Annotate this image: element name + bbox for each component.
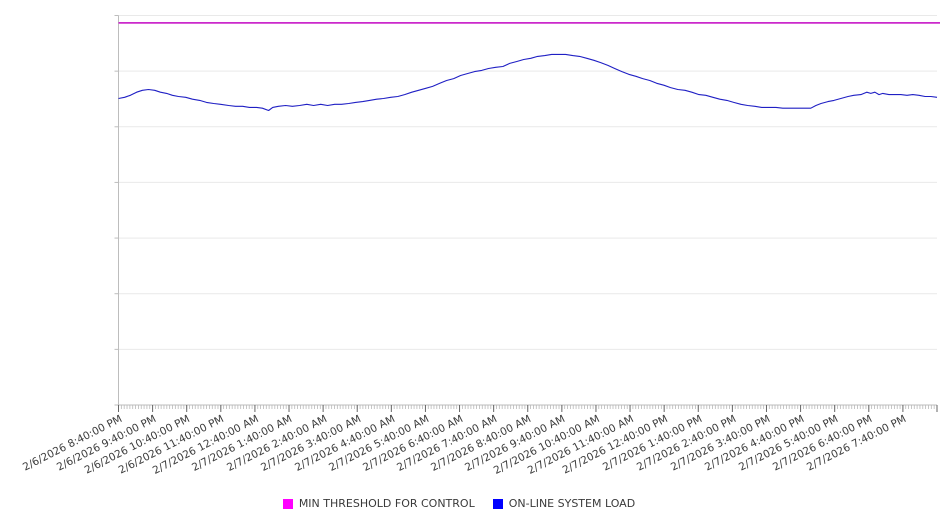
gridlines — [118, 15, 937, 406]
x-axis-label: 2/7/2026 6:40:00 AM — [361, 413, 465, 474]
x-axis-label: 2/7/2026 7:40:00 AM — [395, 413, 500, 474]
legend-label-min-threshold: MIN THRESHOLD FOR CONTROL — [298, 497, 475, 510]
online-load-swatch-icon — [492, 498, 503, 509]
load-line — [118, 53, 938, 112]
x-axis-label: 2/7/2026 5:40:00 PM — [736, 413, 841, 474]
x-axis-label: 2/6/2026 9:40:00 PM — [54, 413, 159, 474]
x-axis-label: 2/7/2026 9:40:00 AM — [463, 413, 568, 474]
legend: MIN THRESHOLD FOR CONTROL ON-LINE SYSTEM… — [0, 497, 932, 510]
x-axis-label: 2/7/2026 4:40:00 PM — [702, 413, 807, 474]
axes — [114, 15, 119, 406]
x-axis-label: 2/7/2026 11:40:00 AM — [525, 413, 636, 477]
x-axis-label: 2/7/2026 2:40:00 PM — [634, 413, 738, 474]
min-threshold-swatch-icon — [282, 498, 293, 509]
load-chart-canvas — [114, 15, 940, 412]
x-axis-label: 2/7/2026 2:40:00 AM — [224, 413, 329, 474]
x-axis-label: 2/7/2026 3:40:00 AM — [258, 413, 363, 474]
legend-item-min-threshold: MIN THRESHOLD FOR CONTROL — [282, 497, 475, 510]
x-axis-label: 2/7/2026 5:40:00 AM — [326, 413, 431, 474]
x-axis-ticks — [118, 405, 938, 412]
x-axis-label: 2/7/2026 10:40:00 AM — [491, 413, 602, 477]
x-axis-label: 2/7/2026 7:40:00 PM — [805, 413, 909, 474]
x-axis-label: 2/7/2026 12:40:00 AM — [150, 413, 261, 477]
x-axis-label: 2/7/2026 4:40:00 AM — [292, 413, 397, 474]
x-axis-label: 2/7/2026 6:40:00 PM — [771, 413, 875, 474]
x-axis-label: 2/6/2026 11:40:00 PM — [117, 413, 227, 477]
legend-item-online-load: ON-LINE SYSTEM LOAD — [492, 497, 636, 510]
legend-label-online-load: ON-LINE SYSTEM LOAD — [508, 497, 636, 510]
x-axis-label: 2/7/2026 12:40:00 PM — [560, 413, 670, 477]
x-axis-label: 2/7/2026 1:40:00 PM — [600, 413, 704, 474]
x-axis-label: 2/6/2026 8:40:00 PM — [20, 413, 124, 474]
x-axis-label: 2/7/2026 1:40:00 AM — [190, 413, 295, 474]
x-axis-label: 2/7/2026 8:40:00 AM — [429, 413, 534, 474]
x-axis-labels: 2/6/2026 8:40:00 PM 2/6/2026 9:40:00 PM 2/… — [0, 413, 946, 493]
x-axis-label: 2/7/2026 3:40:00 PM — [668, 413, 772, 474]
x-axis-label: 2/6/2026 10:40:00 PM — [83, 413, 193, 477]
